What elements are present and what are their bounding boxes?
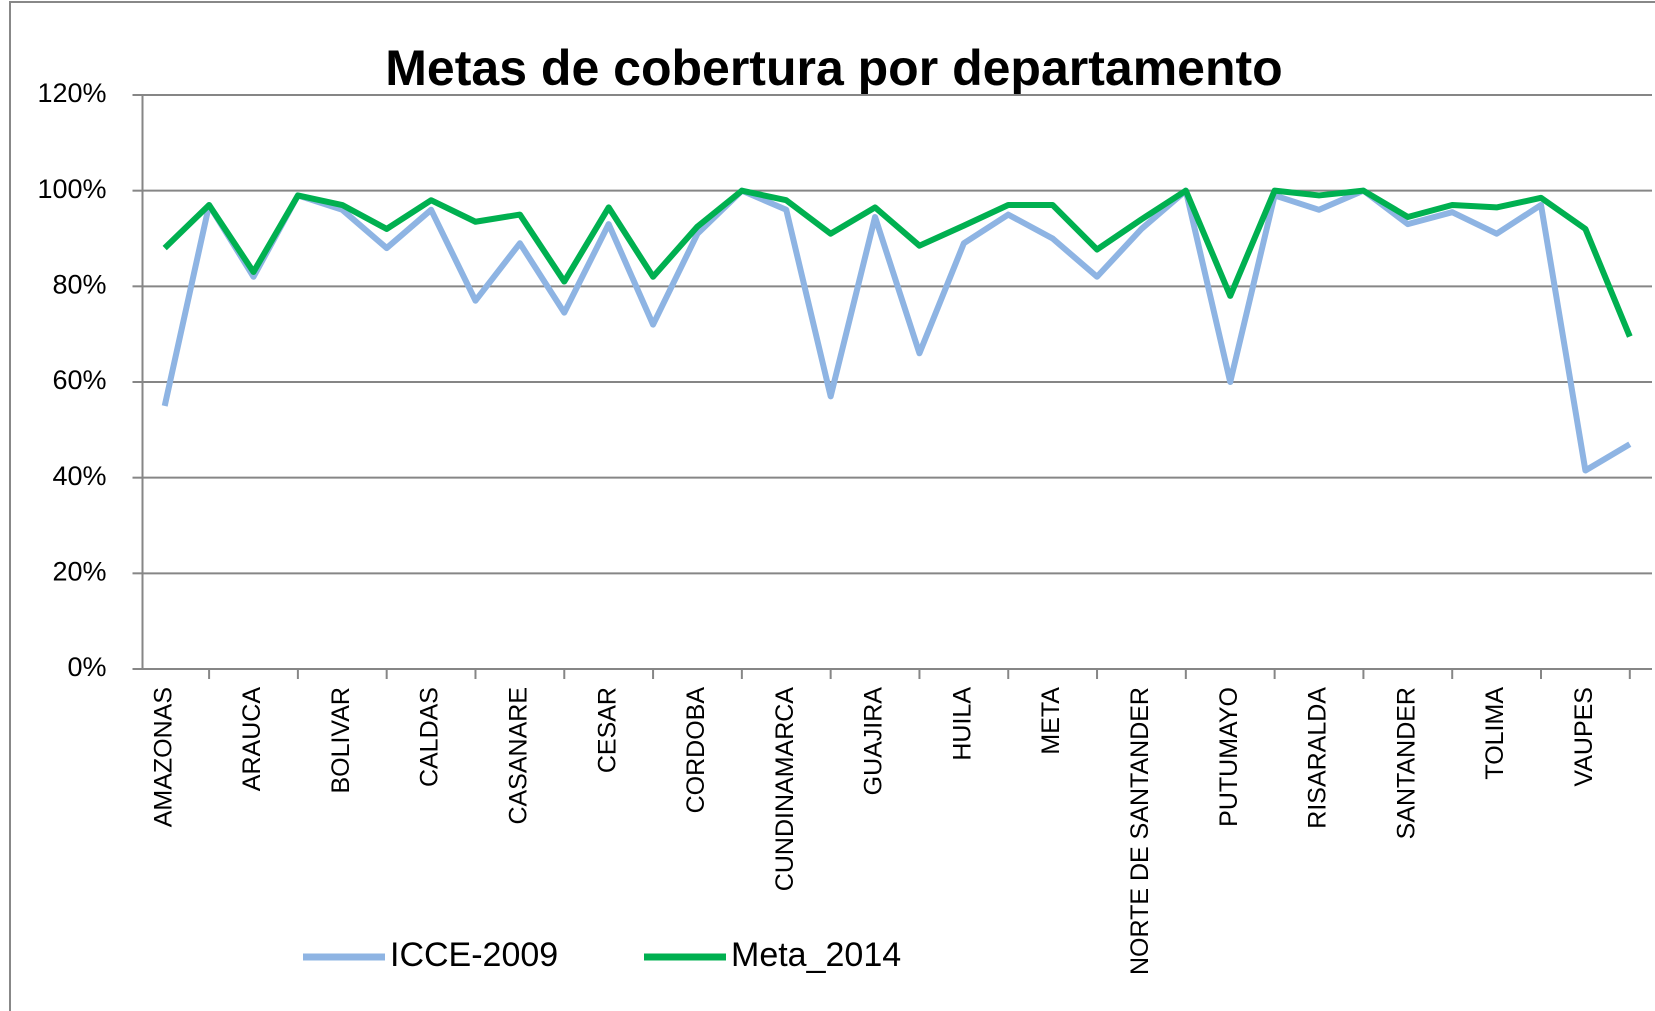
x-tick-label: CALDAS [416,687,444,787]
legend-label: ICCE-2009 [390,936,558,974]
y-tick-label: 20% [52,556,106,586]
x-tick-label: RISARALDA [1304,687,1332,829]
x-tick-label: SANTANDER [1392,687,1420,839]
x-tick-label: BOLIVAR [327,687,355,794]
x-tick-label: ARAUCA [238,687,266,792]
x-tick-label: HUILA [948,687,976,761]
y-tick-label: 120% [37,78,106,108]
y-tick-label: 80% [52,269,106,299]
y-tick-label: 0% [67,652,106,682]
x-tick-label: CASANARE [504,687,532,825]
legend-label: Meta_2014 [731,936,901,974]
chart-frame [9,1,1655,1011]
line-series [162,187,1633,338]
y-tick-label: 40% [52,461,106,491]
x-tick-label: AMAZONAS [149,687,177,827]
x-tick-label: PUTUMAYO [1215,687,1243,827]
x-tick-label: VAUPES [1570,687,1598,787]
x-tick-label: NORTE DE SANTANDER [1126,687,1154,975]
y-tick-label: 100% [37,174,106,204]
line-series [161,187,1632,474]
y-tick-label: 60% [52,365,106,395]
x-tick-label: TOLIMA [1481,687,1509,780]
x-tick-label: CORDOBA [682,687,710,814]
x-tick-label: GUAJIRA [860,687,888,796]
x-tick-label: CESAR [593,687,621,773]
x-tick-label: CUNDINAMARCA [771,687,799,892]
chart-title: Metas de cobertura por departamento [385,40,1282,96]
x-tick-label: META [1037,687,1065,755]
